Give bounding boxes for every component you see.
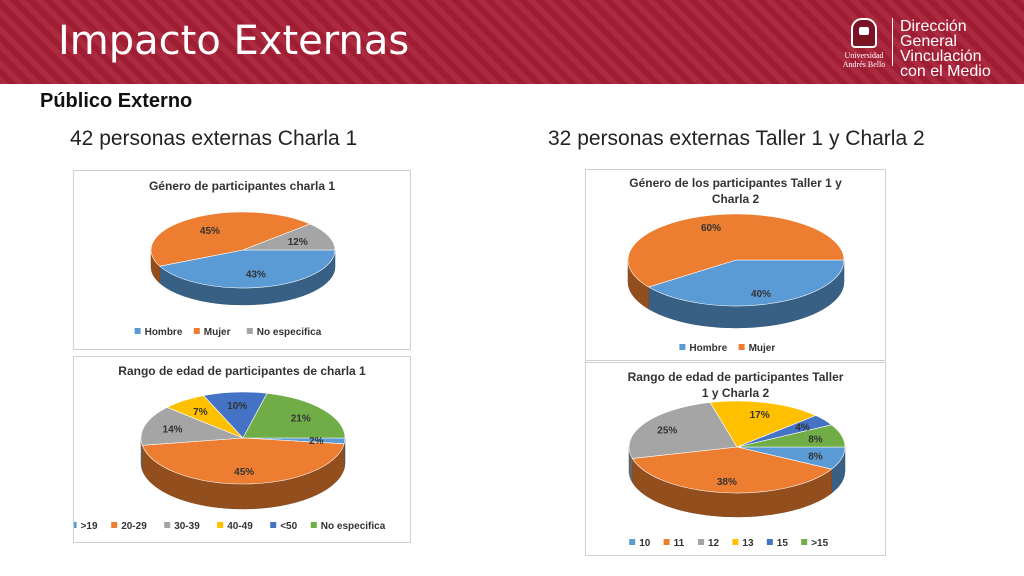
legend-swatch bbox=[698, 539, 704, 545]
data-label: 8% bbox=[808, 452, 823, 463]
legend-swatch bbox=[663, 539, 670, 545]
section-subtitle: Público Externo bbox=[40, 90, 193, 112]
legend-swatch bbox=[801, 539, 808, 545]
data-label: 7% bbox=[193, 407, 208, 418]
data-label: 43% bbox=[246, 270, 266, 281]
legend-swatch bbox=[629, 539, 636, 545]
legend-swatch bbox=[738, 344, 745, 350]
pie-svg: Rango de edad de participantes Taller 1 y… bbox=[628, 370, 846, 549]
data-label: 45% bbox=[234, 467, 254, 478]
legend-swatch bbox=[74, 522, 77, 528]
data-label: 45% bbox=[200, 226, 220, 237]
header-divider bbox=[892, 18, 893, 66]
chart-title: Rango de edad de participantes de charla… bbox=[118, 364, 366, 378]
department-name: Dirección General Vinculación con el Med… bbox=[900, 18, 1024, 80]
data-label: 12% bbox=[288, 237, 308, 248]
dept-line-1: Dirección General bbox=[900, 18, 967, 50]
legend-swatch bbox=[134, 328, 141, 334]
right-heading: 32 personas externas Taller 1 y Charla 2 bbox=[548, 127, 925, 150]
legend-label: Mujer bbox=[749, 343, 776, 354]
legend-label: Hombre bbox=[145, 327, 183, 338]
legend-swatch bbox=[310, 522, 317, 528]
legend-swatch bbox=[766, 539, 773, 545]
legend-label: Hombre bbox=[689, 343, 727, 354]
legend-swatch bbox=[679, 344, 686, 350]
chart-age-charla1: Rango de edad de participantes de charla… bbox=[73, 356, 411, 543]
legend-label: No especifica bbox=[257, 327, 322, 338]
left-heading: 42 personas externas Charla 1 bbox=[70, 127, 358, 150]
pie-slice-12 bbox=[628, 402, 738, 459]
legend-swatch bbox=[732, 539, 739, 545]
pie-slice-30-39 bbox=[140, 406, 244, 446]
data-label: 14% bbox=[163, 425, 183, 436]
pie-slice-Hombre bbox=[647, 259, 845, 307]
legend-swatch bbox=[193, 328, 200, 334]
slide-title: Impacto Externas bbox=[58, 18, 410, 64]
dept-line-2: Vinculación bbox=[900, 48, 982, 65]
legend-swatch bbox=[164, 522, 171, 528]
legend-label: No especifica bbox=[321, 521, 386, 532]
legend-label: 20-29 bbox=[121, 521, 147, 532]
pie-slice-11 bbox=[631, 446, 833, 494]
data-label: 25% bbox=[657, 425, 677, 436]
shield-icon bbox=[851, 18, 877, 48]
pie-slice-Mujer bbox=[150, 211, 311, 267]
legend-label: 12 bbox=[708, 538, 720, 549]
pie-slice-No especifica bbox=[242, 392, 346, 439]
chart-title: Género de los participantes Taller 1 y bbox=[629, 176, 842, 190]
pie-svg: Rango de edad de participantes de charla… bbox=[74, 364, 386, 532]
legend-label: 40-49 bbox=[227, 521, 253, 532]
chart-gender-charla1: Género de participantes charla 1 43% 45% 12… bbox=[73, 170, 411, 350]
pie-slice-13 bbox=[709, 400, 817, 448]
chart-title: Charla 2 bbox=[712, 192, 760, 206]
legend-label: 11 bbox=[674, 538, 685, 549]
data-label: 4% bbox=[795, 423, 810, 434]
legend-swatch bbox=[246, 328, 253, 334]
data-label: 40% bbox=[751, 289, 771, 300]
pie-slice-Mujer bbox=[627, 213, 845, 288]
legend-swatch bbox=[217, 522, 224, 528]
pie-svg: Género de los participantes Taller 1 y Ch… bbox=[627, 176, 845, 354]
pie-svg: Género de participantes charla 1 43% 45% 12… bbox=[134, 179, 336, 338]
pie-slice-No especifica bbox=[242, 223, 336, 251]
data-label: 60% bbox=[701, 223, 721, 234]
chart-title: Género de participantes charla 1 bbox=[149, 179, 335, 193]
legend-label: 13 bbox=[742, 538, 754, 549]
legend-label: Mujer bbox=[204, 327, 231, 338]
data-label: 10% bbox=[227, 401, 247, 412]
pie-slice->15 bbox=[736, 424, 846, 448]
data-label: 38% bbox=[717, 477, 737, 488]
legend-label: >19 bbox=[81, 521, 98, 532]
legend-swatch bbox=[111, 522, 118, 528]
legend-label: 15 bbox=[777, 538, 789, 549]
legend-label: <50 bbox=[280, 521, 297, 532]
pie-slice-20-29 bbox=[141, 437, 345, 485]
chart-age-taller: Rango de edad de participantes Taller 1 y… bbox=[585, 362, 886, 556]
legend-label: >15 bbox=[811, 538, 828, 549]
data-label: 21% bbox=[291, 414, 311, 425]
legend-label: 30-39 bbox=[174, 521, 200, 532]
dept-line-3: con el Medio bbox=[900, 63, 991, 80]
chart-title: Rango de edad de participantes Taller bbox=[628, 370, 844, 384]
chart-gender-taller: Género de los participantes Taller 1 y Ch… bbox=[585, 169, 886, 361]
data-label: 17% bbox=[750, 410, 770, 421]
legend-label: 10 bbox=[639, 538, 651, 549]
university-logo: Universidad Andrés Bello bbox=[838, 18, 890, 69]
legend-swatch bbox=[270, 522, 277, 528]
logo-text: Universidad Andrés Bello bbox=[842, 51, 886, 69]
pie-slice-Hombre bbox=[159, 249, 336, 289]
data-label: 8% bbox=[808, 434, 823, 445]
chart-title: 1 y Charla 2 bbox=[702, 386, 770, 400]
data-label: 2% bbox=[309, 436, 324, 447]
